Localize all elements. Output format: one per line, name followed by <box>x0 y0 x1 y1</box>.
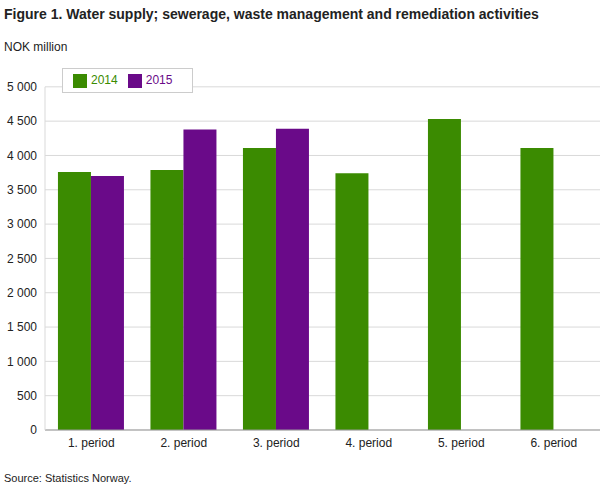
svg-text:0: 0 <box>30 423 37 437</box>
html-text:2014: 2014 <box>91 73 118 87</box>
svg-text:1 500: 1 500 <box>8 320 37 334</box>
svg-text:1. period: 1. period <box>68 436 115 450</box>
svg-text:4 500: 4 500 <box>8 114 37 128</box>
svg-text:1 000: 1 000 <box>8 355 37 369</box>
svg-text:3 000: 3 000 <box>8 217 37 231</box>
svg-text:2. period: 2. period <box>160 436 207 450</box>
svg-text:2 000: 2 000 <box>8 286 37 300</box>
svg-text:4 000: 4 000 <box>8 149 37 163</box>
svg-text:3. period: 3. period <box>253 436 300 450</box>
svg-text:6. period: 6. period <box>530 436 577 450</box>
html-text:2015: 2015 <box>145 73 173 87</box>
svg-text:4. period: 4. period <box>345 436 392 450</box>
svg-text:500: 500 <box>17 389 37 403</box>
svg-text:2 500: 2 500 <box>8 252 37 266</box>
html-text:NOK million: NOK million <box>4 40 68 54</box>
svg-text:5. period: 5. period <box>438 436 485 450</box>
svg-text:5 000: 5 000 <box>8 80 37 94</box>
svg-text:3 500: 3 500 <box>8 183 37 197</box>
html-text:Source: Statistics Norway.: Source: Statistics Norway. <box>4 472 132 484</box>
html-text:Figure 1. Water supply; sewera: Figure 1. Water supply; sewerage, waste … <box>4 6 539 22</box>
